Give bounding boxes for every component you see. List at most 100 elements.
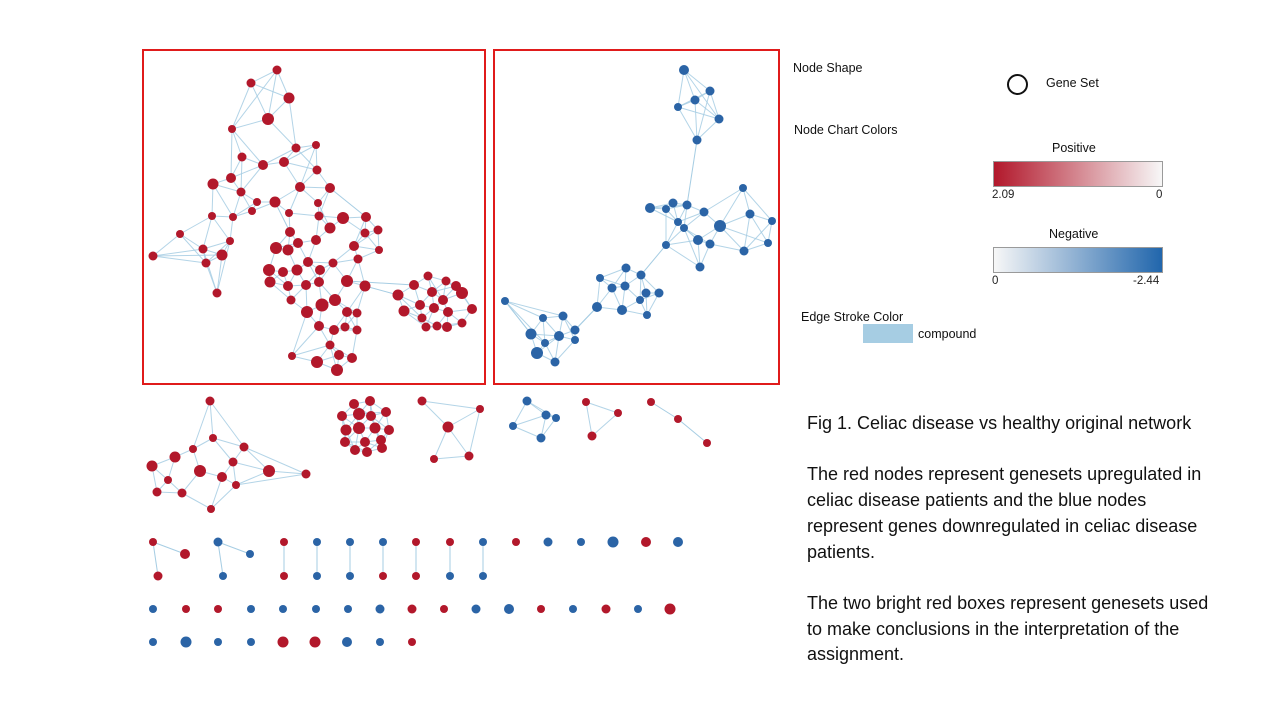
upregulated-geneset-node[interactable]	[148, 251, 158, 261]
upregulated-geneset-node[interactable]	[324, 222, 336, 234]
downregulated-geneset-node[interactable]	[764, 239, 772, 247]
downregulated-geneset-node[interactable]	[344, 605, 352, 613]
upregulated-geneset-node[interactable]	[427, 287, 437, 297]
downregulated-geneset-node[interactable]	[569, 605, 577, 613]
downregulated-geneset-node[interactable]	[654, 288, 664, 298]
upregulated-geneset-node[interactable]	[207, 505, 215, 513]
upregulated-geneset-node[interactable]	[177, 488, 187, 498]
upregulated-geneset-node[interactable]	[340, 437, 350, 447]
downregulated-geneset-node[interactable]	[571, 336, 579, 344]
upregulated-geneset-node[interactable]	[282, 244, 294, 256]
downregulated-geneset-node[interactable]	[247, 605, 255, 613]
upregulated-geneset-node[interactable]	[277, 636, 289, 648]
upregulated-geneset-node[interactable]	[286, 295, 296, 305]
upregulated-geneset-node[interactable]	[362, 447, 372, 457]
downregulated-geneset-node[interactable]	[745, 209, 755, 219]
upregulated-geneset-node[interactable]	[467, 304, 477, 314]
downregulated-geneset-node[interactable]	[682, 200, 692, 210]
upregulated-geneset-node[interactable]	[457, 318, 467, 328]
downregulated-geneset-node[interactable]	[313, 572, 321, 580]
downregulated-geneset-node[interactable]	[313, 538, 321, 546]
upregulated-geneset-node[interactable]	[214, 605, 222, 613]
upregulated-geneset-node[interactable]	[456, 287, 468, 299]
upregulated-geneset-node[interactable]	[441, 276, 451, 286]
upregulated-geneset-node[interactable]	[311, 235, 321, 245]
downregulated-geneset-node[interactable]	[636, 296, 644, 304]
upregulated-geneset-node[interactable]	[353, 254, 363, 264]
upregulated-geneset-node[interactable]	[325, 340, 335, 350]
upregulated-geneset-node[interactable]	[228, 457, 238, 467]
upregulated-geneset-node[interactable]	[359, 280, 371, 292]
upregulated-geneset-node[interactable]	[409, 280, 419, 290]
upregulated-geneset-node[interactable]	[349, 399, 359, 409]
downregulated-geneset-node[interactable]	[376, 638, 384, 646]
upregulated-geneset-node[interactable]	[314, 199, 322, 207]
upregulated-geneset-node[interactable]	[315, 265, 325, 275]
upregulated-geneset-node[interactable]	[153, 571, 163, 581]
upregulated-geneset-node[interactable]	[253, 198, 261, 206]
upregulated-geneset-node[interactable]	[349, 241, 359, 251]
upregulated-geneset-node[interactable]	[376, 435, 386, 445]
downregulated-geneset-node[interactable]	[607, 283, 617, 293]
downregulated-geneset-node[interactable]	[577, 538, 585, 546]
upregulated-geneset-node[interactable]	[149, 538, 157, 546]
downregulated-geneset-node[interactable]	[693, 235, 703, 245]
upregulated-geneset-node[interactable]	[331, 364, 343, 376]
downregulated-geneset-node[interactable]	[690, 95, 700, 105]
upregulated-geneset-node[interactable]	[664, 603, 676, 615]
downregulated-geneset-node[interactable]	[214, 638, 222, 646]
upregulated-geneset-node[interactable]	[216, 249, 228, 261]
downregulated-geneset-node[interactable]	[668, 198, 678, 208]
downregulated-geneset-node[interactable]	[509, 422, 517, 430]
downregulated-geneset-node[interactable]	[312, 605, 320, 613]
upregulated-geneset-node[interactable]	[264, 276, 276, 288]
upregulated-geneset-node[interactable]	[417, 313, 427, 323]
upregulated-geneset-node[interactable]	[366, 411, 376, 421]
upregulated-geneset-node[interactable]	[423, 271, 433, 281]
downregulated-geneset-node[interactable]	[607, 536, 619, 548]
downregulated-geneset-node[interactable]	[643, 311, 651, 319]
downregulated-geneset-node[interactable]	[479, 572, 487, 580]
upregulated-geneset-node[interactable]	[212, 288, 222, 298]
upregulated-geneset-node[interactable]	[329, 294, 341, 306]
upregulated-geneset-node[interactable]	[280, 572, 288, 580]
upregulated-geneset-node[interactable]	[146, 460, 158, 472]
upregulated-geneset-node[interactable]	[291, 264, 303, 276]
downregulated-geneset-node[interactable]	[213, 537, 223, 547]
upregulated-geneset-node[interactable]	[379, 572, 387, 580]
upregulated-geneset-node[interactable]	[442, 421, 454, 433]
downregulated-geneset-node[interactable]	[617, 305, 627, 315]
upregulated-geneset-node[interactable]	[337, 411, 347, 421]
downregulated-geneset-node[interactable]	[471, 604, 481, 614]
upregulated-geneset-node[interactable]	[430, 455, 438, 463]
upregulated-geneset-node[interactable]	[352, 325, 362, 335]
upregulated-geneset-node[interactable]	[360, 437, 370, 447]
upregulated-geneset-node[interactable]	[152, 487, 162, 497]
upregulated-geneset-node[interactable]	[248, 207, 256, 215]
upregulated-geneset-node[interactable]	[442, 322, 452, 332]
downregulated-geneset-node[interactable]	[636, 270, 646, 280]
downregulated-geneset-node[interactable]	[552, 414, 560, 422]
downregulated-geneset-node[interactable]	[246, 550, 254, 558]
upregulated-geneset-node[interactable]	[365, 396, 375, 406]
upregulated-geneset-node[interactable]	[415, 300, 425, 310]
downregulated-geneset-node[interactable]	[662, 205, 670, 213]
upregulated-geneset-node[interactable]	[303, 257, 313, 267]
upregulated-geneset-node[interactable]	[337, 212, 349, 224]
upregulated-geneset-node[interactable]	[440, 605, 448, 613]
downregulated-geneset-node[interactable]	[768, 217, 776, 225]
downregulated-geneset-node[interactable]	[479, 538, 487, 546]
downregulated-geneset-node[interactable]	[379, 538, 387, 546]
downregulated-geneset-node[interactable]	[149, 605, 157, 613]
downregulated-geneset-node[interactable]	[673, 537, 683, 547]
upregulated-geneset-node[interactable]	[432, 321, 442, 331]
downregulated-geneset-node[interactable]	[596, 274, 604, 282]
downregulated-geneset-node[interactable]	[679, 65, 689, 75]
upregulated-geneset-node[interactable]	[641, 537, 651, 547]
upregulated-geneset-node[interactable]	[236, 187, 246, 197]
upregulated-geneset-node[interactable]	[288, 352, 296, 360]
upregulated-geneset-node[interactable]	[258, 160, 268, 170]
upregulated-geneset-node[interactable]	[353, 408, 365, 420]
downregulated-geneset-node[interactable]	[674, 218, 682, 226]
upregulated-geneset-node[interactable]	[217, 472, 227, 482]
